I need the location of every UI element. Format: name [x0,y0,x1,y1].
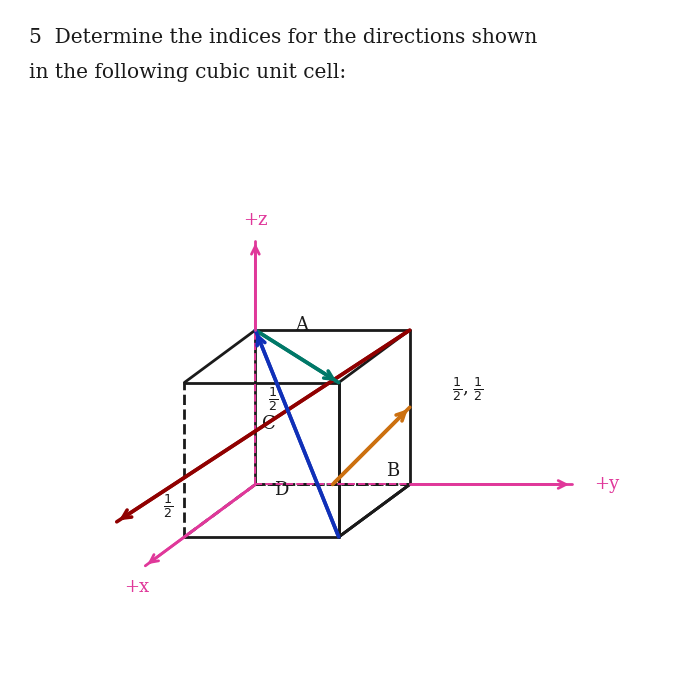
Text: 5  Determine the indices for the directions shown: 5 Determine the indices for the directio… [29,28,537,48]
Text: A: A [295,316,308,334]
Text: +x: +x [124,578,149,596]
Text: +y: +y [594,475,619,493]
Text: in the following cubic unit cell:: in the following cubic unit cell: [29,63,347,82]
Text: $\frac{1}{2}$, $\frac{1}{2}$: $\frac{1}{2}$, $\frac{1}{2}$ [452,375,484,403]
Text: $\frac{1}{2}$: $\frac{1}{2}$ [163,492,173,519]
Text: +z: +z [243,211,268,229]
Text: D: D [274,481,288,499]
Text: B: B [386,462,400,480]
Text: C: C [262,414,276,433]
Text: $\frac{1}{2}$: $\frac{1}{2}$ [268,386,278,413]
